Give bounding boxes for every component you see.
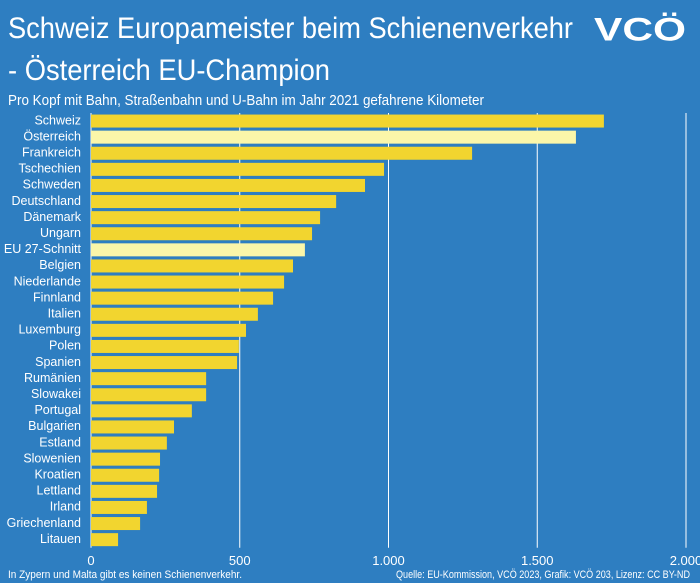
y-tick-label: Frankreich [22, 146, 81, 160]
y-tick-label: Belgien [39, 258, 81, 272]
y-tick-label: Kroatien [34, 468, 81, 482]
bar [91, 339, 239, 353]
bar [91, 162, 385, 176]
x-tick-label: 1.500 [521, 553, 554, 568]
x-tick-label: 1.000 [372, 553, 405, 568]
y-tick-label: Schweiz [34, 113, 81, 127]
bar [91, 178, 365, 192]
y-tick-label: EU 27-Schnitt [4, 242, 82, 256]
y-tick-label: Bulgarien [28, 419, 81, 433]
y-tick-label: Tschechien [18, 162, 81, 176]
bar [91, 468, 160, 482]
bar [91, 227, 313, 241]
footnote: In Zypern und Malta gibt es keinen Schie… [8, 569, 242, 581]
y-tick-label: Slowakei [31, 387, 81, 401]
y-tick-label: Estland [39, 435, 81, 449]
bar [91, 275, 285, 289]
bar [91, 114, 604, 128]
bar [91, 404, 192, 418]
bar [91, 533, 119, 547]
x-tick-label: 500 [229, 553, 251, 568]
bar [91, 388, 207, 402]
y-tick-label: Ungarn [40, 226, 81, 240]
bar [91, 130, 576, 144]
y-tick-label: Slowenien [23, 451, 81, 465]
bar [91, 323, 246, 337]
y-tick-label: Dänemark [23, 210, 81, 224]
y-tick-label: Deutschland [12, 194, 82, 208]
y-tick-label: Irland [50, 500, 81, 514]
bar [91, 500, 147, 514]
chart-title: - Österreich EU-Champion [8, 54, 330, 87]
bar [91, 517, 141, 531]
y-tick-label: Italien [48, 307, 81, 321]
bar [91, 307, 258, 321]
logo: VCÖ [594, 11, 686, 47]
bar [91, 356, 238, 370]
y-tick-label: Portugal [34, 403, 81, 417]
y-tick-label: Polen [49, 339, 81, 353]
source: Quelle: EU-Kommission, VCÖ 2023, Grafik:… [396, 569, 690, 581]
bar [91, 420, 175, 434]
bar [91, 372, 207, 386]
y-tick-label: Luxemburg [18, 323, 81, 337]
y-tick-label: Schweden [23, 178, 81, 192]
subtitle: Pro Kopf mit Bahn, Straßenbahn und U-Bah… [8, 92, 484, 109]
bar [91, 243, 305, 257]
y-tick-label: Lettland [37, 484, 82, 498]
y-tick-label: Österreich [23, 129, 81, 143]
y-tick-label: Niederlande [14, 274, 81, 288]
y-tick-label: Litauen [40, 532, 81, 546]
bar [91, 484, 158, 498]
y-tick-label: Spanien [35, 355, 81, 369]
bar [91, 436, 167, 450]
bar [91, 146, 473, 160]
chart-title: Schweiz Europameister beim Schienenverke… [8, 12, 573, 45]
y-tick-label: Rumänien [24, 371, 81, 385]
y-tick-label: Finnland [33, 290, 81, 304]
bar [91, 211, 321, 225]
y-tick-label: Griechenland [7, 516, 81, 530]
bar [91, 195, 337, 209]
bar [91, 259, 294, 273]
bar [91, 452, 161, 466]
x-tick-label: 2.000 [670, 553, 700, 568]
bar [91, 291, 274, 305]
x-tick-label: 0 [87, 553, 94, 568]
